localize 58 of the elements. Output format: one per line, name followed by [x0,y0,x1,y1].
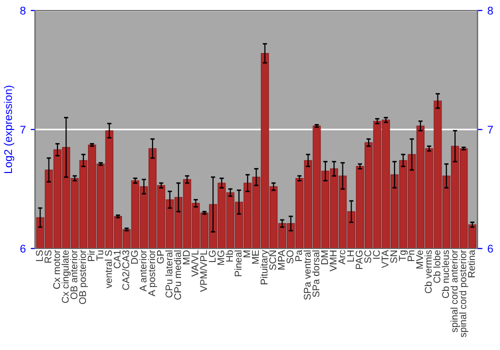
x-tick-label: Pir [88,250,95,261]
x-tick-label: Pituitary [260,250,270,284]
x-tick-label: Pn [408,250,414,261]
x-tick-label: IC [372,250,380,259]
y2-tick-label: 6 [488,244,493,253]
x-tick-label: CPu medial [174,250,182,300]
x-tick-label: CA2/CA3 [122,250,130,290]
x-tick-label: SO [286,250,294,264]
y2-tick-label: 7 [488,126,493,134]
x-tick-label: spinal cord posterior [459,250,468,338]
x-tick-label: VPM/VPL [200,250,208,292]
x-tick-label: M [243,250,250,258]
x-tick-label: Tu [96,250,104,261]
x-tick-label: OB posterior [78,250,88,304]
x-tick-label: VTA [382,250,388,268]
x-tick-label: spinal cord anterior [450,250,460,332]
x-tick-label: Hb [226,250,233,262]
x-tick-label: MD [182,250,190,264]
x-tick-label: RS [44,250,52,263]
x-tick-label: MVe [416,250,424,269]
x-tick-label: SCN [269,250,276,270]
x-tick-label: MPA [278,250,285,270]
x-tick-label: CA1 [114,250,121,268]
x-tick-label: PAG [356,250,363,269]
x-tick-label: Tg [399,250,408,262]
x-tick-label: ventral S [104,250,112,288]
x-tick-label: SN [390,250,398,263]
y-tick-label: 6 [20,244,26,253]
x-tick-label: Retina [468,250,475,278]
x-tick-label: Cx motor [53,250,60,289]
x-tick-label: SPa dorsal [312,250,320,297]
y2-tick-label: 8 [488,6,493,15]
x-tick-label: Arc [338,250,346,264]
x-tick-label: VMH [330,250,337,272]
y-axis-title: Log2 (expression) [4,86,14,174]
x-tick-label: LS [36,250,43,261]
x-tick-label: LH [347,250,354,262]
x-tick-label: DM [321,250,328,264]
x-tick-label: MG [217,250,224,265]
y-tick-label: 8 [20,6,26,15]
x-tick-label: Pineal [234,250,242,276]
x-tick-label: A posterior [148,250,158,296]
x-tick-label: Cb lobe [433,250,440,283]
x-tick-label: Cb nucleus [442,250,449,298]
x-tick-label: ME [252,250,259,264]
x-tick-label: Cx cingulate [62,250,71,303]
y-tick-label: 7 [20,126,26,134]
x-tick-label: VA/VL [191,250,198,277]
x-tick-label: DG [130,250,138,264]
x-tick-label: Cb vermis [424,250,432,294]
x-tick-label: GP [156,250,164,264]
x-tick-label: A anterior [139,250,147,292]
x-tick-label: CPu lateral [165,250,172,298]
x-tick-label: LG [208,250,216,262]
x-tick-label: OB anterior [70,250,78,300]
x-tick-label: SPa ventral [304,250,311,300]
x-tick-label: SC [364,250,372,263]
x-tick-label: Pa [295,250,302,261]
